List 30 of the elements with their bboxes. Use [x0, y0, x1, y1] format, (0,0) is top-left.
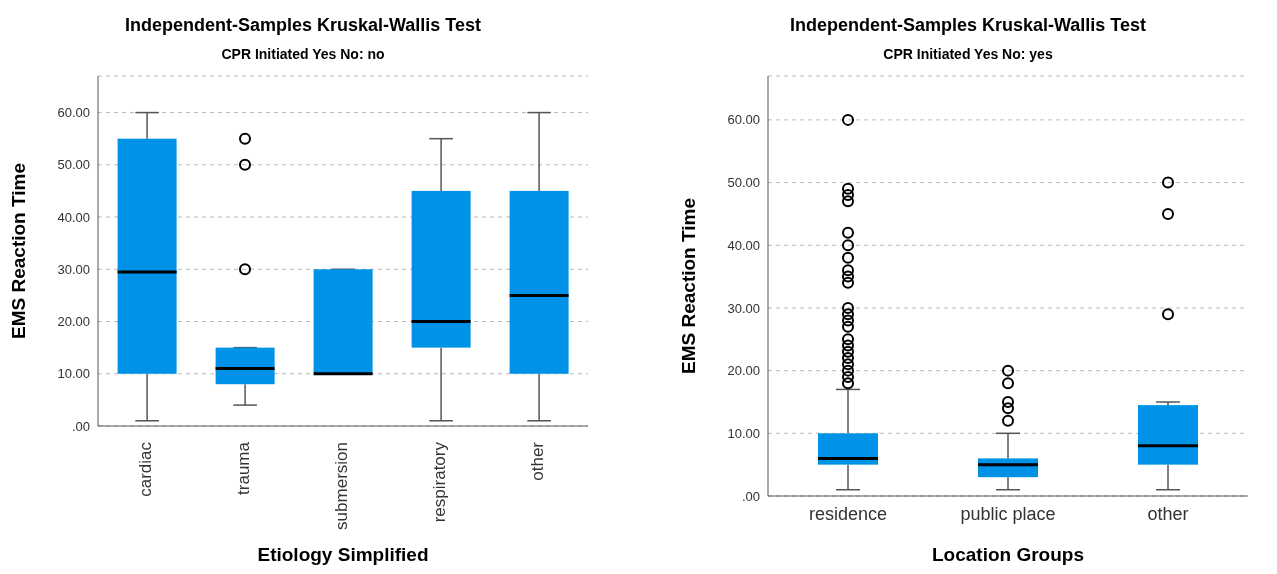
x-tick-label: trauma	[234, 441, 254, 495]
x-axis-title: Location Groups	[932, 544, 1084, 565]
y-tick-label: 40.00	[57, 209, 90, 225]
y-tick-label: 30.00	[727, 300, 760, 316]
y-tick-label: 60.00	[727, 112, 760, 128]
x-tick-label: submersion	[332, 442, 352, 530]
y-axis-title: EMS Reaction Time	[7, 163, 29, 339]
x-tick-label: other	[1147, 504, 1189, 524]
x-tick-label: cardiac	[136, 441, 156, 497]
y-tick-label: 50.00	[727, 175, 760, 191]
y-tick-label: 20.00	[57, 314, 90, 330]
y-tick-label: 20.00	[727, 363, 760, 379]
x-tick-label: public place	[960, 504, 1056, 524]
y-tick-label: 60.00	[57, 105, 90, 121]
y-tick-label: 10.00	[727, 425, 760, 441]
chart-subtitle: CPR Initiated Yes No: yes	[882, 45, 1054, 64]
x-axis-title: Etiology Simplified	[257, 544, 429, 565]
x-tick-label: respiratory	[430, 441, 450, 523]
y-tick-label: 50.00	[57, 157, 90, 173]
x-tick-label: residence	[808, 504, 888, 524]
y-tick-label: .00	[741, 488, 760, 504]
chart-subtitle: CPR Initiated Yes No: no	[220, 45, 386, 64]
chart-title: Independent-Samples Kruskal-Wallis Test	[123, 14, 483, 37]
y-tick-label: .00	[71, 418, 90, 434]
y-tick-label: 10.00	[57, 366, 90, 382]
y-axis-title: EMS Reaction Time	[677, 198, 699, 374]
x-tick-label: other	[528, 441, 548, 481]
y-tick-label: 30.00	[57, 261, 90, 277]
y-tick-label: 40.00	[727, 237, 760, 253]
chart-title: Independent-Samples Kruskal-Wallis Test	[788, 14, 1148, 37]
